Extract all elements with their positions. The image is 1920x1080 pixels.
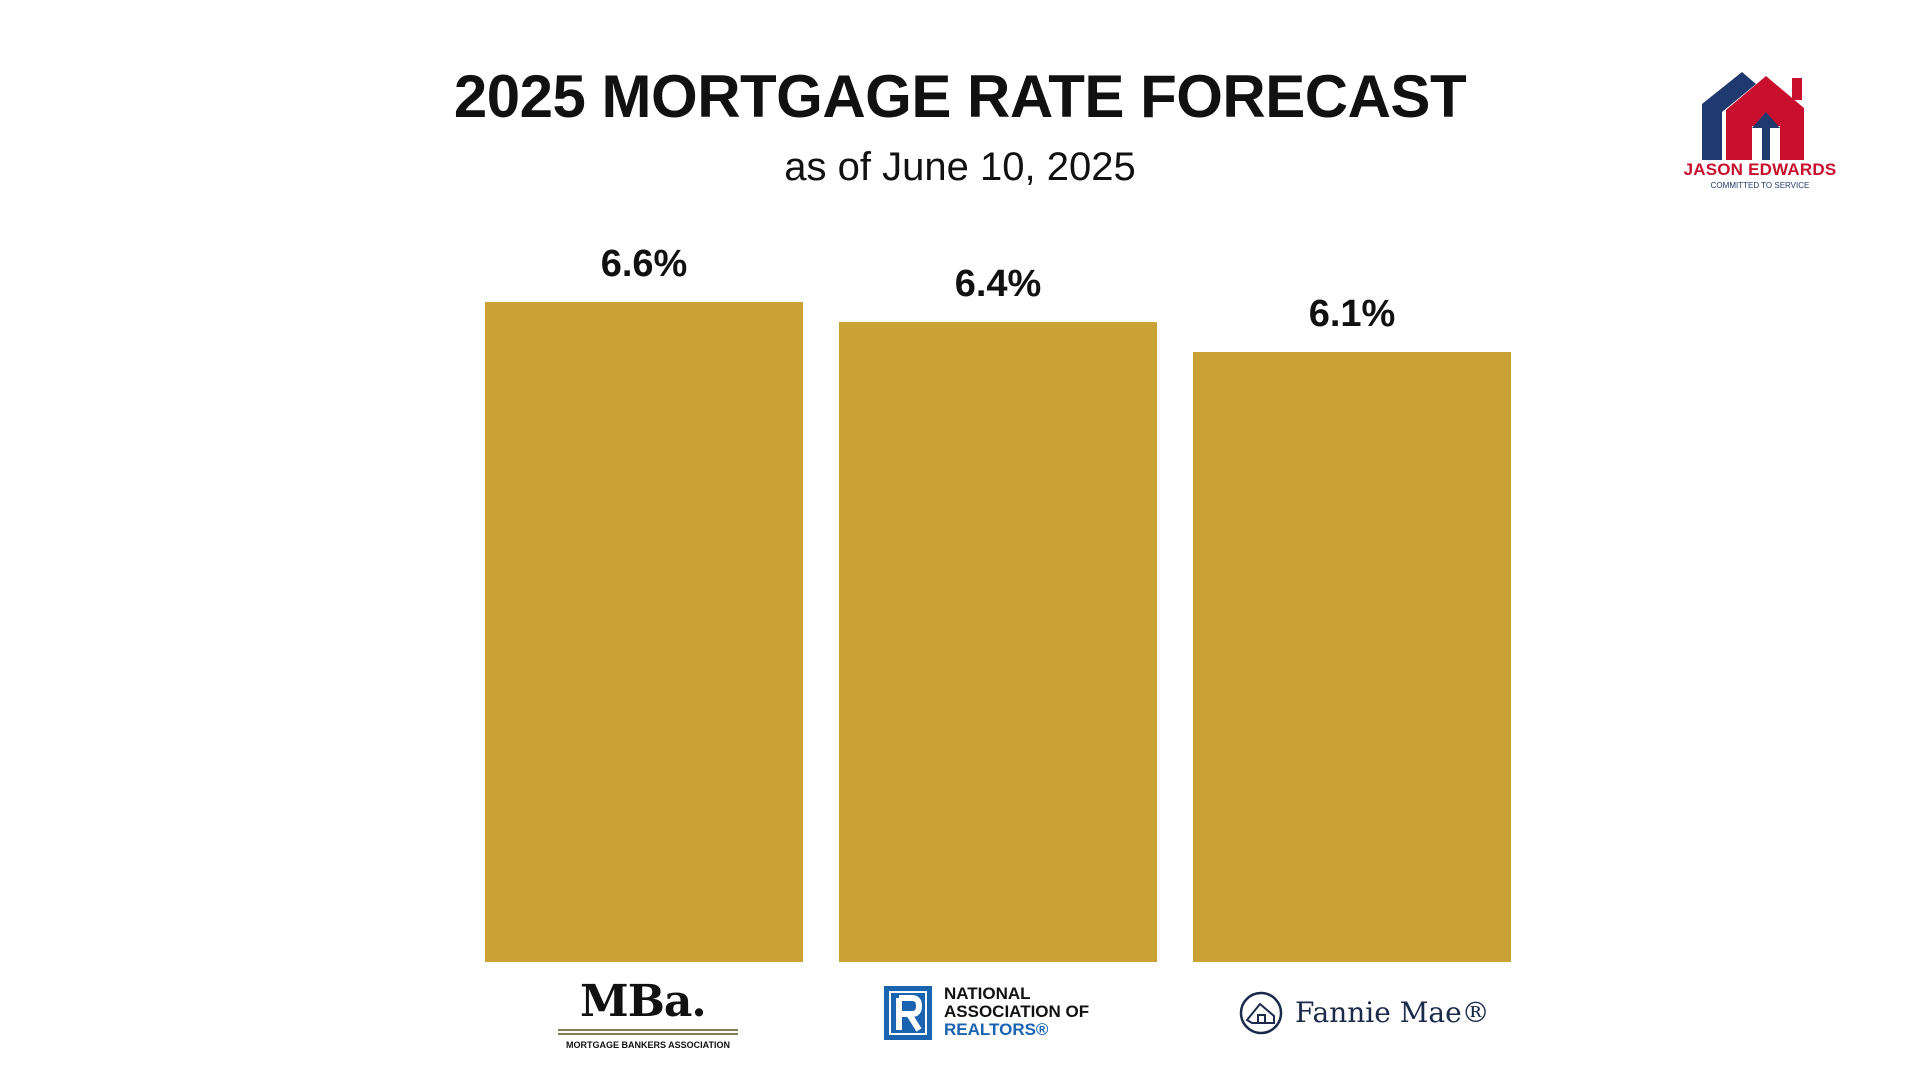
chart-subtitle: as of June 10, 2025	[784, 145, 1136, 189]
mba-caption: MORTGAGE BANKERS ASSOCIATION	[565, 1040, 730, 1050]
fannie-mae-logo: Fannie Mae®	[1238, 988, 1490, 1038]
mba-wordmark: MBa.	[580, 976, 707, 1027]
brand-tagline: COMMITTED TO SERVICE	[1710, 181, 1810, 190]
nar-name-line3: REALTORS®	[944, 1020, 1049, 1039]
brand-name: JASON EDWARDS	[1683, 160, 1837, 179]
mba-logo: MBa. MORTGAGE BANKERS ASSOCIATION	[558, 980, 738, 1052]
brand-logo: JASON EDWARDS COMMITTED TO SERVICE	[1680, 68, 1840, 193]
bar-3	[1193, 352, 1511, 962]
bar-value-label-3: 6.1%	[1309, 293, 1396, 335]
bar-value-label-1: 6.6%	[601, 243, 688, 285]
nar-name-line2: ASSOCIATION OF	[944, 1002, 1090, 1021]
mba-divider	[558, 1029, 738, 1031]
chart-title: 2025 MORTGAGE RATE FORECAST	[453, 63, 1467, 130]
fannie-mae-wordmark: Fannie Mae®	[1295, 996, 1490, 1029]
house-logo-icon	[1702, 72, 1804, 160]
bar-value-label-2: 6.4%	[955, 263, 1042, 305]
nar-logo: NATIONAL ASSOCIATION OF REALTORS®	[884, 983, 1124, 1043]
fannie-mae-house-icon	[1239, 991, 1283, 1035]
bar-2	[839, 322, 1157, 962]
nar-name-line1: NATIONAL	[944, 984, 1031, 1003]
mba-divider	[558, 1033, 738, 1035]
bar-1	[485, 302, 803, 962]
realtor-r-icon	[884, 986, 932, 1040]
